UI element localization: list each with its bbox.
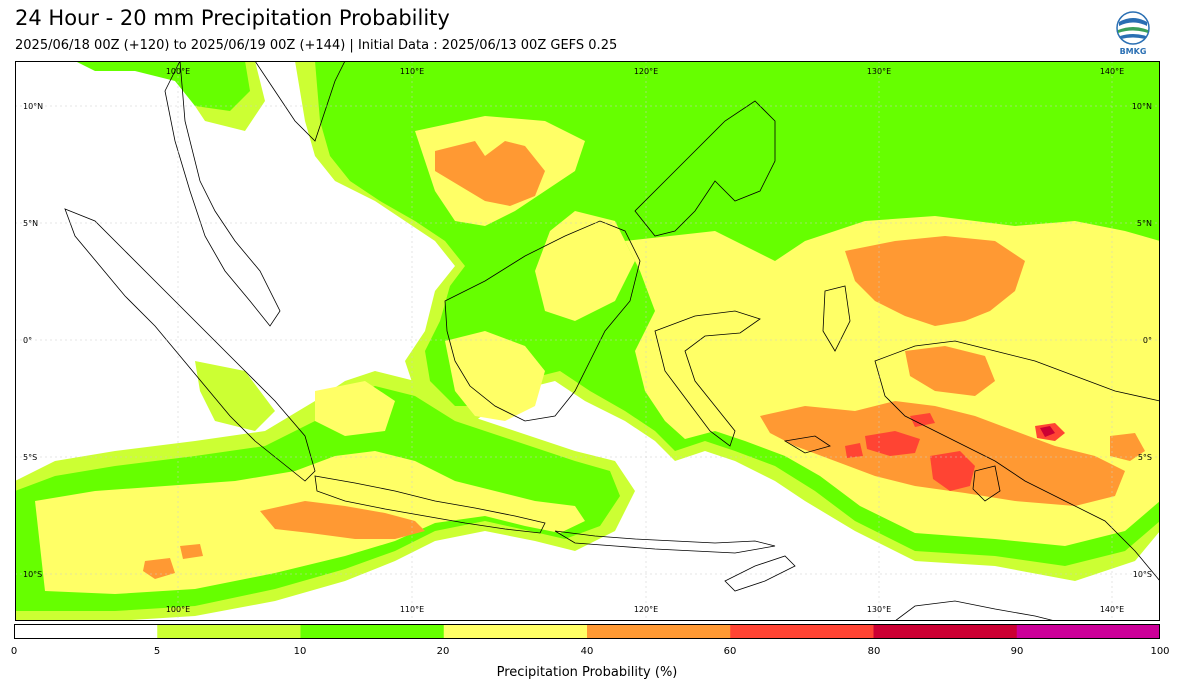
colorbar-bin — [443, 624, 588, 639]
coastlines — [64, 61, 1160, 621]
colorbar-tick-label: 0 — [10, 646, 18, 657]
lon-label-bottom: 140°E — [1100, 605, 1124, 614]
prob-80-90-layer — [1040, 426, 1055, 437]
map-gridlines — [15, 61, 1160, 621]
colorbar-tick-label: 10 — [293, 646, 307, 657]
colorbar-tick-label: 60 — [723, 646, 737, 657]
lat-label-left: 5°S — [23, 453, 37, 462]
lon-label-top: 110°E — [400, 67, 424, 76]
lon-label-top: 140°E — [1100, 67, 1124, 76]
colorbar-tick-label: 80 — [867, 646, 881, 657]
colorbar-tick-label: 40 — [580, 646, 594, 657]
lon-label-top: 120°E — [634, 67, 658, 76]
colorbar-bin — [1016, 624, 1160, 639]
colorbar-title: Precipitation Probability (%) — [496, 665, 678, 680]
lat-label-right: 10°S — [1133, 570, 1152, 579]
lat-label-right: 10°N — [1132, 102, 1152, 111]
lon-label-top: 130°E — [867, 67, 891, 76]
map-subtitle: 2025/06/18 00Z (+120) to 2025/06/19 00Z … — [15, 38, 618, 53]
lon-label-bottom: 120°E — [634, 605, 658, 614]
colorbar-tick-label: 5 — [153, 646, 161, 657]
colorbar-bin — [730, 624, 874, 639]
lat-label-left: 5°N — [23, 219, 38, 228]
lon-label-bottom: 110°E — [400, 605, 424, 614]
lat-label-right: 0° — [1143, 336, 1152, 345]
colorbar-tick-label: 20 — [436, 646, 450, 657]
lon-label-bottom: 100°E — [166, 605, 190, 614]
lat-label-right: 5°N — [1137, 219, 1152, 228]
prob-40-60-layer — [143, 141, 1145, 579]
svg-text:BMKG: BMKG — [1120, 47, 1147, 56]
colorbar-bin — [587, 624, 731, 639]
bmkg-logo-icon: BMKG — [1116, 11, 1150, 56]
colorbar-tick-label: 90 — [1010, 646, 1024, 657]
precipitation-map: 100°E 110°E 120°E 130°E 140°E 100°E 110°… — [15, 61, 1160, 621]
lat-label-left: 10°S — [23, 570, 42, 579]
colorbar — [14, 624, 1160, 639]
colorbar-bin — [873, 624, 1018, 639]
lon-label-bottom: 130°E — [867, 605, 891, 614]
colorbar-bin — [14, 624, 158, 639]
colorbar-bin — [300, 624, 445, 639]
lat-label-left: 10°N — [23, 102, 43, 111]
lat-label-left: 0° — [23, 336, 32, 345]
colorbar-tick-label: 100 — [1150, 646, 1170, 657]
lat-label-right: 5°S — [1138, 453, 1152, 462]
lon-label-top: 100°E — [166, 67, 190, 76]
map-title: 24 Hour - 20 mm Precipitation Probabilit… — [15, 6, 450, 30]
colorbar-bin — [157, 624, 301, 639]
